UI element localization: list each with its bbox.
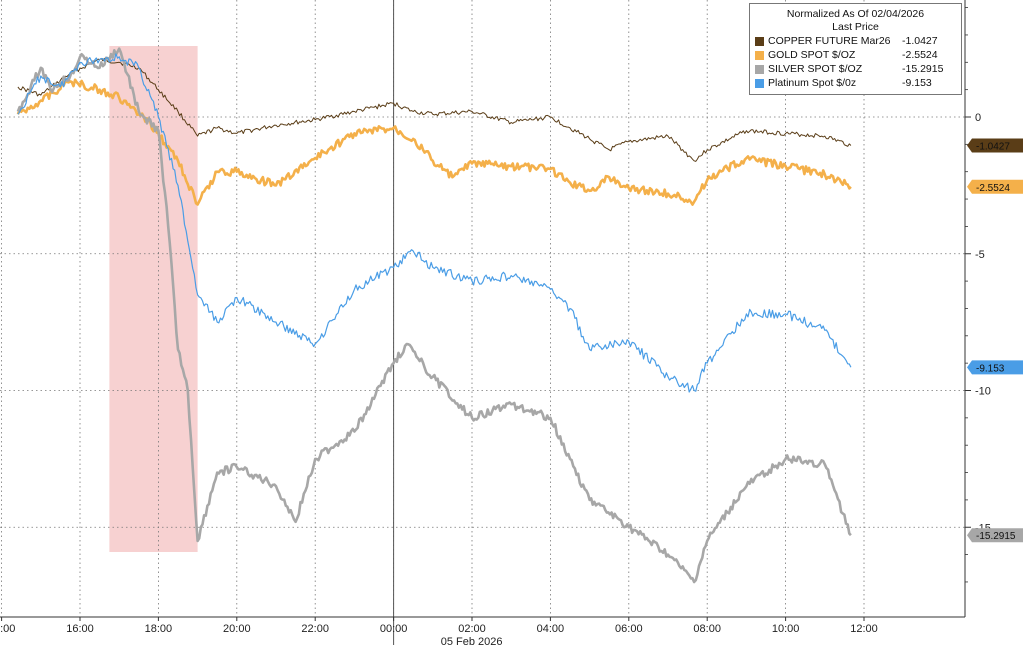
x-tick-label: 00:00 (380, 623, 408, 635)
series-lines (16, 47, 852, 584)
x-tick-label: 16:00 (66, 623, 94, 635)
series-line-3 (16, 47, 852, 584)
legend-entry: COPPER FUTURE Mar26 -1.0427 (755, 34, 956, 48)
date-label: 05 Feb 2026 (441, 636, 503, 648)
legend-swatch (755, 64, 764, 74)
last-value-box (967, 528, 1023, 543)
x-tick-label: 22:00 (301, 623, 329, 635)
highlight-band (109, 46, 198, 552)
last-value-label: -15.2915 (976, 531, 1016, 542)
x-tick-label: 14:00 (0, 623, 15, 635)
x-tick-label: 12:00 (850, 623, 878, 635)
last-value-box (967, 360, 1023, 375)
x-tick-label: 04:00 (537, 623, 565, 635)
legend-last-value: -1.0427 (902, 35, 938, 47)
legend: Normalized As Of 02/04/2026 Last Price C… (749, 3, 962, 95)
legend-swatch (755, 50, 764, 60)
x-tick-label: 08:00 (693, 623, 721, 635)
legend-last-value: -2.5524 (902, 49, 938, 61)
last-value-label: -2.5524 (976, 183, 1010, 194)
last-value-label: -1.0427 (976, 142, 1010, 153)
last-value-box (967, 179, 1023, 194)
y-tick-label: -5 (975, 249, 985, 261)
last-value-tag-3: -15.2915 (967, 528, 1023, 543)
legend-subtitle: Last Price (832, 21, 879, 33)
last-value-tag-2: -2.5524 (967, 179, 1023, 194)
last-value-box (967, 138, 1023, 153)
x-tick-label: 10:00 (772, 623, 800, 635)
legend-series-name: Platinum Spot $/0z (768, 77, 857, 89)
series-line-4 (17, 53, 852, 393)
legend-swatch (755, 36, 764, 46)
legend-last-value: -9.153 (902, 77, 932, 89)
legend-series-name: GOLD SPOT $/OZ (768, 49, 856, 61)
x-tick-label: 06:00 (615, 623, 643, 635)
legend-last-value: -15.2915 (902, 63, 944, 75)
legend-series-name: SILVER SPOT $/OZ (768, 63, 863, 75)
grid-lines (0, 0, 965, 645)
x-tick-label: 20:00 (223, 623, 251, 635)
last-value-tag-1: -1.0427 (967, 138, 1023, 153)
last-value-label: -9.153 (976, 363, 1005, 374)
y-tick-label: -10 (975, 386, 991, 398)
plot-background (109, 46, 198, 552)
legend-series-name: COPPER FUTURE Mar26 (768, 35, 891, 47)
legend-entry: SILVER SPOT $/OZ -15.2915 (755, 62, 956, 76)
series-line-1 (17, 57, 852, 162)
legend-swatch (755, 78, 764, 88)
last-value-tag-4: -9.153 (967, 360, 1023, 375)
x-tick-label: 02:00 (458, 623, 486, 635)
y-tick-label: 0 (975, 112, 981, 124)
legend-entry: Platinum Spot $/0z -9.153 (755, 76, 956, 90)
legend-title: Normalized As Of 02/04/2026 (786, 8, 925, 20)
x-tick-label: 18:00 (145, 623, 173, 635)
legend-entry: GOLD SPOT $/OZ -2.5524 (755, 48, 956, 62)
